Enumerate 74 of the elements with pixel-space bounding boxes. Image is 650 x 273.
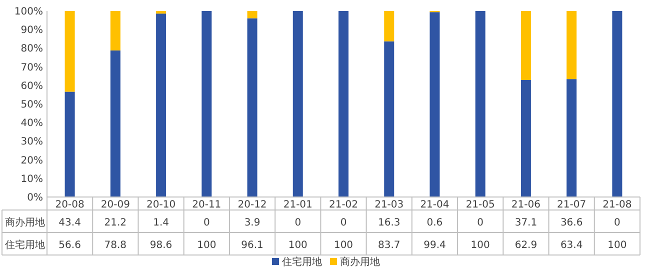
- bar: [110, 50, 120, 197]
- x-tick-label: 20-11: [192, 200, 222, 210]
- data-label: 0.6: [426, 217, 443, 228]
- bar: [202, 11, 212, 197]
- bar: [292, 11, 303, 197]
- x-tick-label: 20-10: [146, 200, 176, 210]
- x-tick-label: 21-06: [511, 200, 540, 210]
- bar: [566, 79, 577, 197]
- data-label: 96.1: [241, 240, 264, 251]
- bar: [566, 11, 577, 80]
- data-label: 0: [294, 217, 302, 228]
- y-tick-label: 10%: [20, 174, 43, 185]
- data-label: 36.6: [560, 217, 583, 228]
- y-tick-label: 40%: [20, 118, 43, 130]
- x-tick-label: 20-09: [100, 200, 130, 210]
- data-label: 100: [288, 240, 308, 251]
- data-label: 0: [203, 217, 210, 228]
- y-tick-label: 0%: [27, 192, 43, 204]
- data-label: 21.2: [104, 217, 127, 228]
- data-label: 37.1: [514, 217, 538, 228]
- x-tick-label: 21-01: [283, 200, 312, 210]
- x-tick-label: 21-04: [420, 200, 450, 210]
- y-tick-label: 70%: [20, 62, 43, 74]
- data-label: 100: [470, 240, 490, 251]
- bar: [110, 11, 120, 50]
- data-label: 3.9: [244, 217, 260, 228]
- x-tick-label: 20-12: [238, 200, 267, 210]
- data-label: 100: [197, 240, 216, 251]
- bar: [384, 41, 394, 197]
- data-label: 100: [608, 240, 627, 251]
- data-label: 56.6: [58, 240, 81, 251]
- y-tick-label: 30%: [20, 136, 43, 148]
- data-label: 1.4: [153, 217, 169, 228]
- bar: [338, 11, 348, 197]
- data-label: 0: [477, 217, 484, 228]
- data-label: 43.4: [58, 217, 81, 228]
- data-label: 0: [614, 217, 620, 228]
- x-tick-label: 21-02: [328, 200, 358, 210]
- y-tick-label: 90%: [20, 25, 43, 36]
- y-tick-label: 80%: [20, 44, 43, 55]
- bar: [384, 11, 394, 42]
- bar: [247, 18, 258, 197]
- data-label: 78.8: [104, 240, 127, 251]
- text: 商办用地: [5, 217, 45, 228]
- x-tick-label: 20-08: [55, 200, 84, 210]
- x-tick-label: 21-07: [557, 200, 586, 210]
- data-label: 98.6: [150, 240, 172, 251]
- bar: [475, 11, 486, 197]
- y-tick-label: 100%: [14, 6, 43, 18]
- bar: [520, 11, 531, 80]
- text: 住宅用地: [5, 240, 45, 251]
- x-tick-label: 21-03: [374, 200, 404, 210]
- legend-label: 住宅用地: [282, 256, 322, 268]
- data-label: 100: [334, 240, 354, 251]
- data-label: 83.7: [378, 240, 400, 251]
- bar: [64, 11, 75, 92]
- bar: [247, 11, 258, 18]
- data-label: 16.3: [378, 217, 400, 228]
- data-label: 63.4: [560, 240, 583, 251]
- bar: [430, 12, 440, 197]
- bar: [612, 11, 622, 197]
- bar: [156, 11, 166, 14]
- y-tick-label: 20%: [20, 155, 43, 166]
- x-tick-label: 21-08: [602, 200, 632, 210]
- x-tick-label: 21-05: [466, 200, 495, 210]
- bar: [520, 80, 531, 197]
- data-label: 99.4: [424, 240, 446, 251]
- y-tick-label: 50%: [20, 100, 43, 110]
- bar: [156, 14, 166, 197]
- legend-label: 商办用地: [340, 256, 380, 268]
- bar: [64, 92, 75, 197]
- y-tick-label: 60%: [20, 80, 43, 92]
- data-label: 0: [340, 217, 347, 228]
- data-label: 62.9: [514, 240, 538, 251]
